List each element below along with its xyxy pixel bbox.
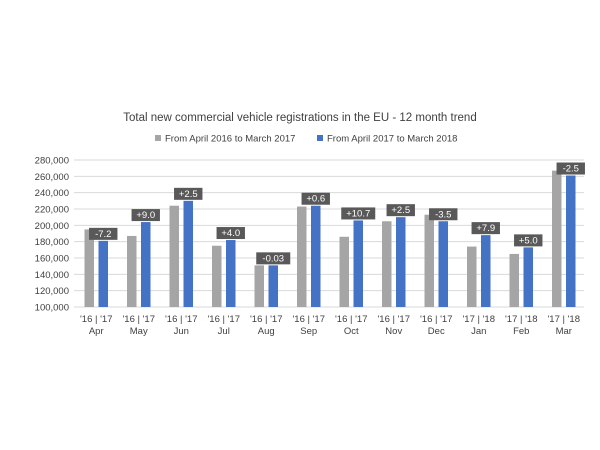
x-month-label: Nov — [385, 326, 402, 337]
bar-current-year-sep — [311, 205, 321, 307]
x-month-label: Oct — [344, 326, 359, 337]
x-month-label: Aug — [258, 326, 275, 337]
bar-prior-year-oct — [339, 236, 349, 307]
gridlines — [74, 159, 584, 308]
change-label-box — [386, 204, 415, 217]
y-axis: 100,000 120,000 140,000 160,000 180,000 200,0… — [35, 156, 69, 314]
y-tick-label: 240,000 — [35, 188, 69, 199]
y-tick-label: 160,000 — [35, 254, 69, 265]
legend-swatch — [317, 135, 323, 141]
change-label-box — [131, 209, 160, 222]
change-label: +5.0 — [519, 235, 538, 246]
legend-label: From April 2016 to March 2017 — [165, 134, 295, 145]
x-year-label: '16 | '17 — [335, 314, 368, 325]
bar-prior-year-sep — [297, 206, 307, 307]
change-label-box — [341, 207, 376, 220]
x-year-label: '16 | '17 — [122, 314, 155, 325]
x-year-label: '16 | '17 — [377, 314, 410, 325]
bar-current-year-jan — [481, 235, 491, 307]
change-label-box — [301, 192, 330, 205]
y-tick-label: 220,000 — [35, 205, 69, 216]
change-label-box — [89, 227, 118, 240]
bar-prior-year-aug — [254, 265, 264, 307]
bar-prior-year-mar — [552, 170, 562, 307]
x-year-label: '17 | '18 — [462, 314, 495, 325]
bar-prior-year-may — [127, 235, 137, 307]
bar-current-year-mar — [566, 175, 576, 307]
change-label: +7.9 — [476, 223, 495, 234]
x-year-label: '17 | '18 — [547, 314, 580, 325]
x-month-label: Apr — [89, 326, 104, 337]
bar-current-year-oct — [353, 220, 363, 307]
x-month-label: Dec — [428, 326, 445, 337]
bar-prior-year-jun — [169, 205, 179, 307]
y-tick-label: 280,000 — [35, 156, 69, 167]
x-month-label: Jan — [471, 326, 486, 337]
bar-current-year-aug — [268, 265, 278, 307]
x-year-label: '16 | '17 — [250, 314, 283, 325]
bar-prior-year-feb — [509, 253, 519, 307]
change-label: +2.5 — [179, 189, 198, 200]
change-label-box — [514, 234, 543, 247]
x-year-label: '17 | '18 — [505, 314, 538, 325]
bar-current-year-may — [141, 222, 151, 307]
bar-prior-year-jan — [467, 246, 477, 307]
bars — [84, 170, 576, 307]
y-tick-label: 260,000 — [35, 172, 69, 183]
legend-label: From April 2017 to March 2018 — [327, 134, 457, 145]
y-tick-label: 200,000 — [35, 221, 69, 232]
x-month-label: Feb — [513, 326, 529, 337]
bar-prior-year-jul — [212, 245, 222, 307]
x-month-label: Jun — [174, 326, 189, 337]
change-label-box — [256, 252, 291, 265]
y-tick-label: 120,000 — [35, 286, 69, 297]
x-year-label: '16 | '17 — [80, 314, 113, 325]
y-tick-label: 100,000 — [35, 303, 69, 314]
x-year-label: '16 | '17 — [292, 314, 325, 325]
change-label: -0.03 — [262, 253, 284, 264]
change-label: -3.5 — [435, 209, 451, 220]
x-month-label: Jul — [218, 326, 230, 337]
change-label-box — [556, 162, 585, 175]
change-label: +2.5 — [391, 205, 410, 216]
bar-current-year-dec — [438, 221, 448, 307]
change-label-box — [471, 222, 500, 235]
change-label: +10.7 — [346, 208, 370, 219]
legend-swatch — [155, 135, 161, 141]
x-month-label: Sep — [300, 326, 317, 337]
change-label: +9.0 — [136, 210, 155, 221]
change-label-box — [429, 208, 458, 221]
change-label: -2.5 — [563, 164, 579, 175]
bar-current-year-jul — [226, 240, 236, 307]
change-label: +4.0 — [221, 228, 240, 239]
bar-current-year-apr — [98, 240, 108, 307]
x-year-label: '16 | '17 — [165, 314, 198, 325]
chart-title: Total new commercial vehicle registratio… — [123, 112, 476, 124]
change-label-box — [216, 227, 245, 240]
data-labels: -7.2 +9.0 +2.5 +4.0 -0.03 +0.6 +10.7 +2.5 -3.5 +7… — [89, 162, 585, 265]
bar-current-year-feb — [523, 247, 533, 307]
bar-prior-year-apr — [84, 229, 94, 307]
y-tick-label: 140,000 — [35, 270, 69, 281]
x-year-label: '16 | '17 — [207, 314, 240, 325]
bar-prior-year-nov — [382, 221, 392, 307]
bar-current-year-nov — [396, 217, 406, 307]
change-label-box — [174, 187, 203, 200]
y-tick-label: 180,000 — [35, 237, 69, 248]
x-month-label: Mar — [556, 326, 572, 337]
x-month-label: May — [130, 326, 148, 337]
legend: From April 2016 to March 2017 From April … — [155, 134, 457, 145]
change-label: -7.2 — [95, 229, 111, 240]
bar-prior-year-dec — [424, 214, 434, 307]
change-label: +0.6 — [306, 194, 325, 205]
x-year-label: '16 | '17 — [420, 314, 453, 325]
bar-current-year-jun — [183, 200, 193, 307]
